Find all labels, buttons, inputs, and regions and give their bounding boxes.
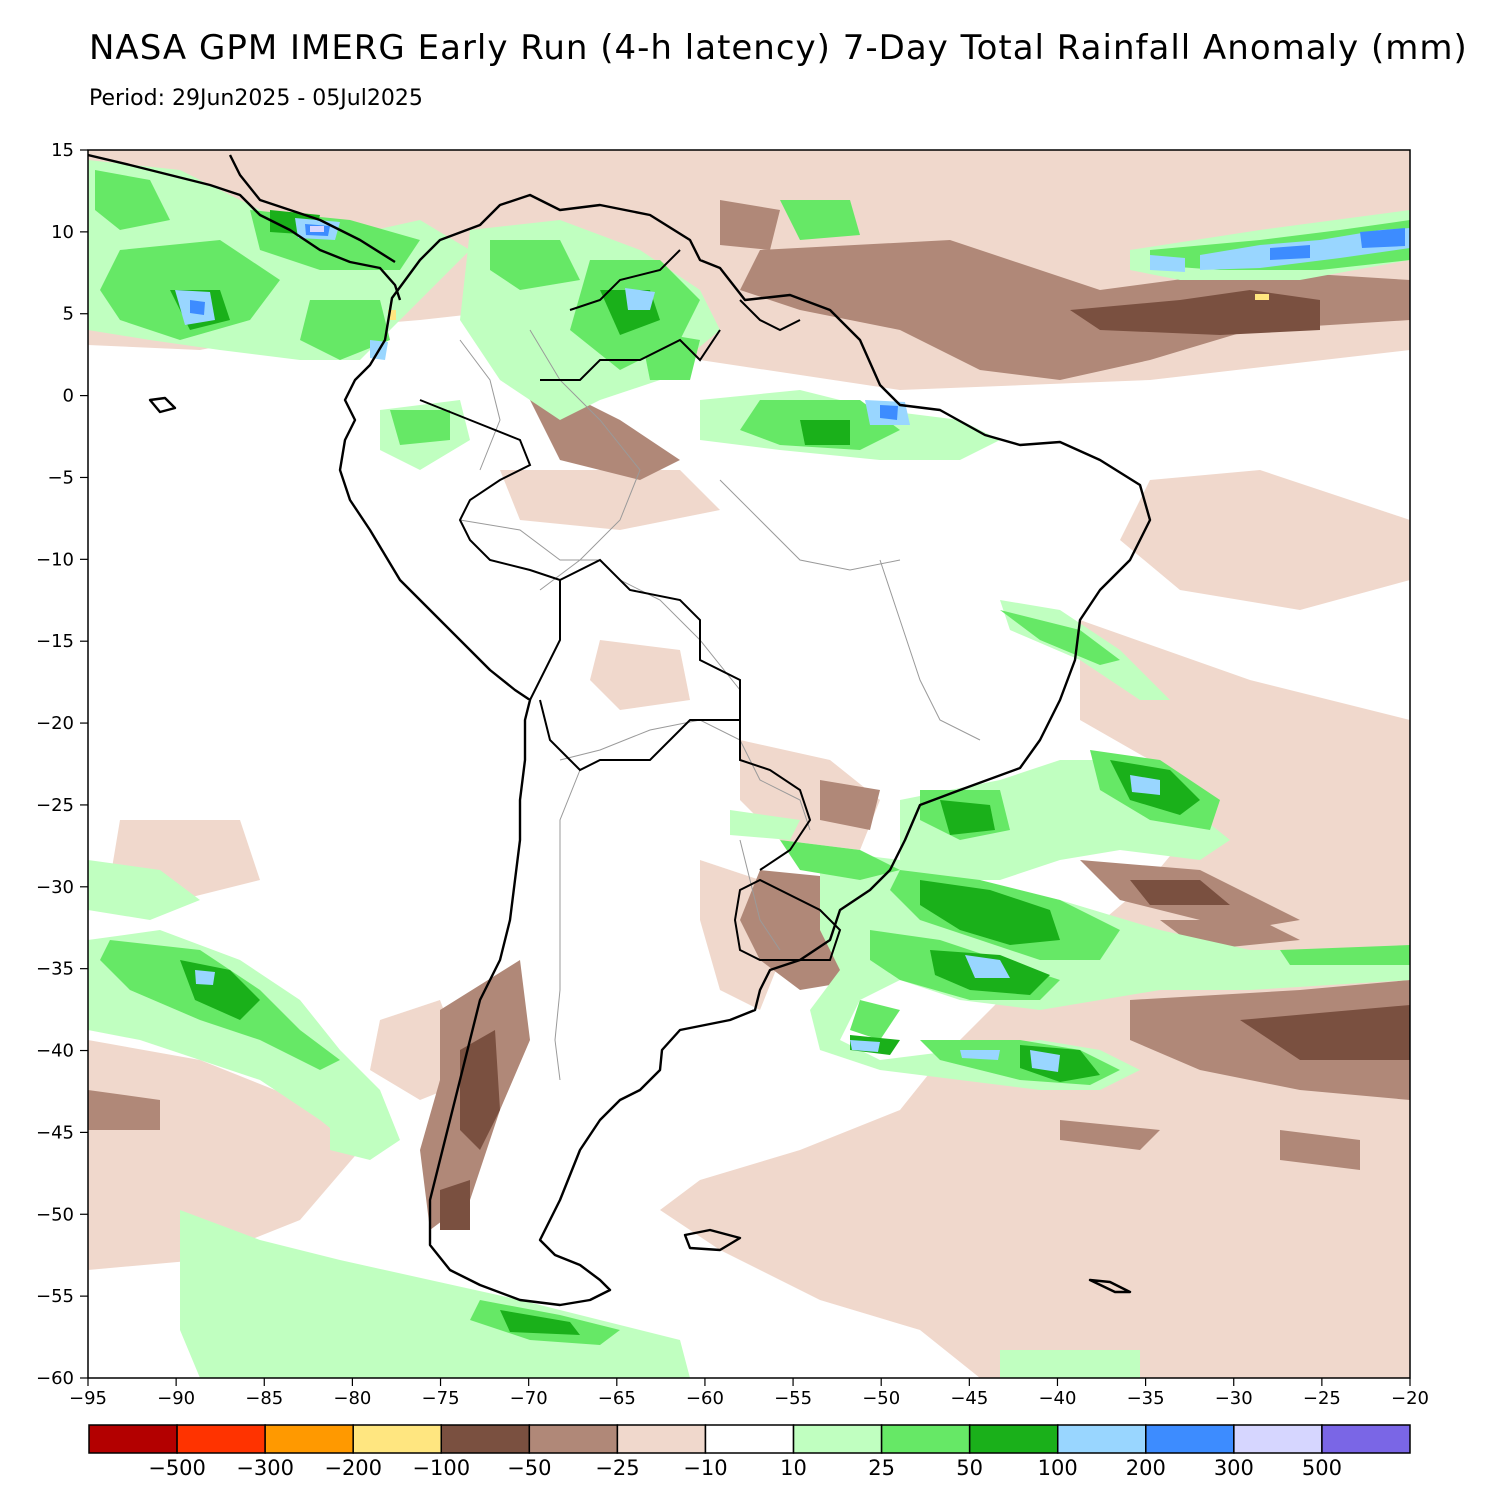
y-tick-label: −50 xyxy=(36,1204,74,1225)
x-tick-label: −45 xyxy=(950,1388,988,1409)
y-tick-label: −40 xyxy=(36,1041,74,1062)
x-tick-label: −50 xyxy=(862,1388,900,1409)
south-georgia xyxy=(1088,1278,1132,1294)
y-tick-label: −5 xyxy=(47,467,74,488)
y-tick-label: 5 xyxy=(63,304,74,325)
x-tick-label: −20 xyxy=(1391,1388,1429,1409)
y-tick-label: −55 xyxy=(36,1286,74,1307)
chart-title: NASA GPM IMERG Early Run (4-h latency) 7… xyxy=(89,28,1468,68)
x-tick-label: −30 xyxy=(1215,1388,1253,1409)
coastline-layer xyxy=(88,153,1152,1307)
x-tick-label: −25 xyxy=(1303,1388,1341,1409)
national-border-layer xyxy=(419,249,842,961)
y-tick-label: −10 xyxy=(36,549,74,570)
galapagos-islands xyxy=(148,396,177,414)
anomaly-light-blue xyxy=(175,218,1410,1072)
x-tick-label: −55 xyxy=(774,1388,812,1409)
y-tick-label: −45 xyxy=(36,1122,74,1143)
latitude-axis: 15 10 5 0 −5 −10 −15 −20 −25 −30 −35 −40 −45 −50 −55 −6… xyxy=(36,140,88,1389)
x-tick-label: −75 xyxy=(422,1388,460,1409)
x-tick-label: −35 xyxy=(1127,1388,1165,1409)
y-tick-label: 15 xyxy=(51,140,74,161)
x-tick-label: −60 xyxy=(686,1388,724,1409)
y-tick-label: −30 xyxy=(36,877,74,898)
y-tick-label: 0 xyxy=(63,386,74,407)
x-tick-label: −80 xyxy=(333,1388,371,1409)
y-tick-label: −35 xyxy=(36,959,74,980)
central-america-coastline-north xyxy=(228,154,396,264)
anomaly-field-layer xyxy=(88,150,1410,1378)
y-tick-label: −25 xyxy=(36,795,74,816)
x-tick-label: −85 xyxy=(245,1388,283,1409)
x-tick-label: −65 xyxy=(598,1388,636,1409)
plot-frame xyxy=(87,149,1411,1379)
central-america-coastline xyxy=(88,153,402,301)
x-tick-label: −95 xyxy=(69,1388,107,1409)
x-tick-label: −40 xyxy=(1038,1388,1076,1409)
south-america-coastline xyxy=(338,193,1152,1307)
y-tick-label: −60 xyxy=(36,1368,74,1389)
y-tick-label: −15 xyxy=(36,631,74,652)
x-tick-label: −70 xyxy=(510,1388,548,1409)
longitude-axis: −95 −90 −85 −80 −75 −70 −65 −60 −55 −50 −45 −40 −35 −… xyxy=(69,1378,1429,1409)
y-tick-label: −20 xyxy=(36,713,74,734)
period-subtitle: Period: 29Jun2025 - 05Jul2025 xyxy=(89,86,423,111)
anomaly-speckles xyxy=(310,226,1269,320)
anomaly-mid-blue xyxy=(190,224,1405,420)
falkland-islands xyxy=(683,1228,742,1252)
y-tick-label: 10 xyxy=(51,222,74,243)
x-tick-label: −90 xyxy=(157,1388,195,1409)
